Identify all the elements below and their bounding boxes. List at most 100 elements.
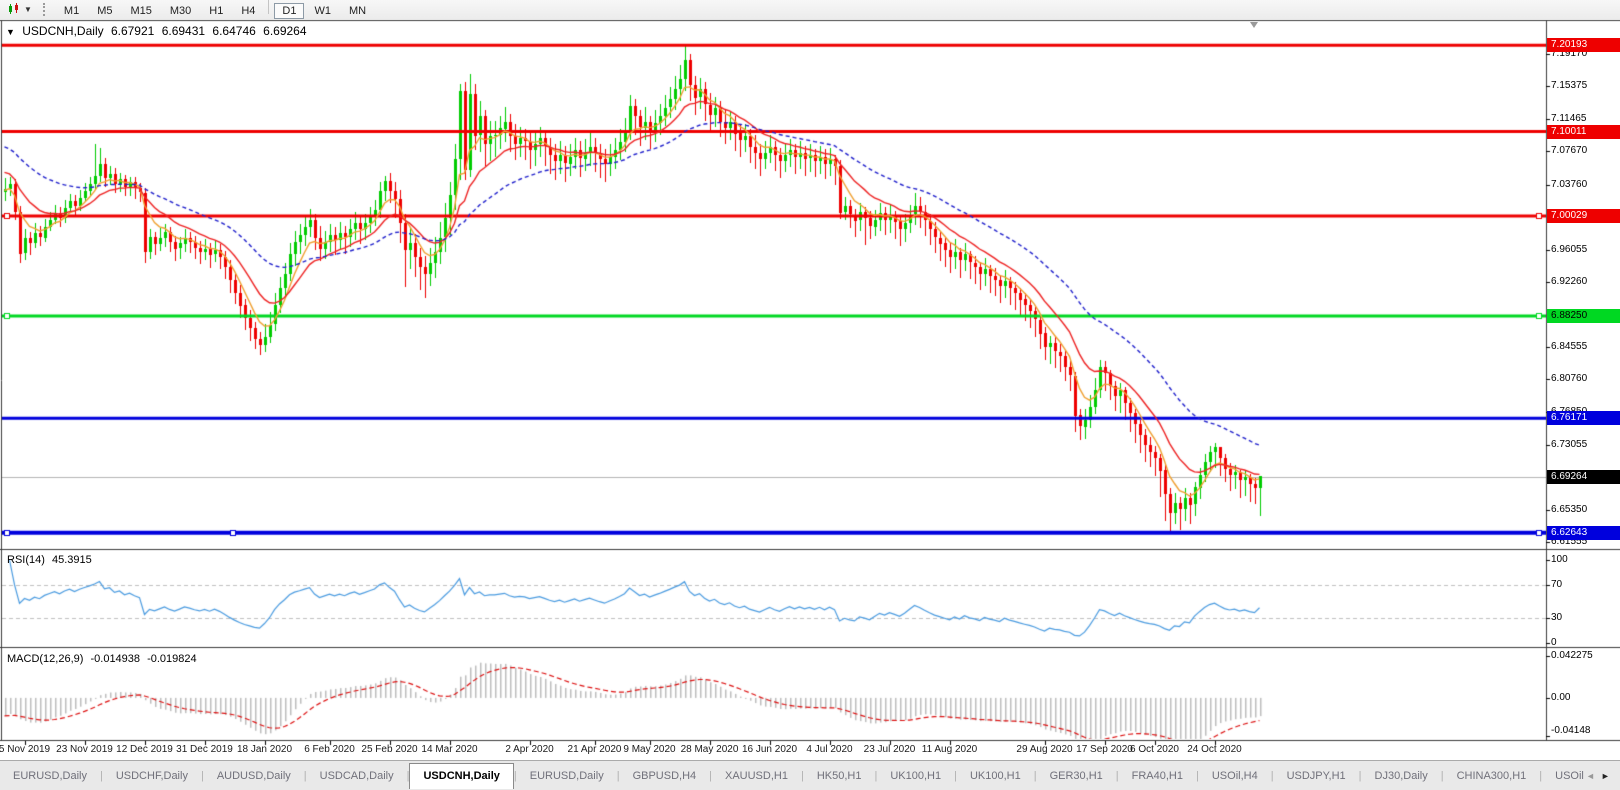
macd-main-value: -0.014938 [90, 653, 141, 665]
level-price-badge: 7.10011 [1547, 124, 1620, 139]
macd-tick-label: -0.04148 [1551, 725, 1591, 736]
chart-tab-eurusd-daily[interactable]: EURUSD,Daily [13, 770, 87, 782]
price-tick-label: 7.07670 [1551, 145, 1588, 157]
chart-shift-marker[interactable] [1250, 22, 1258, 28]
date-tick-label: 4 Jul 2020 [806, 744, 853, 755]
chart-tab-china300-h1[interactable]: CHINA300,H1 [1456, 770, 1527, 782]
timeframe-button-d1[interactable]: D1 [274, 3, 305, 19]
rsi-tick-label: 0 [1551, 637, 1557, 648]
chart-tab-usdcnh-daily[interactable]: USDCNH,Daily [409, 763, 514, 789]
charts-toolbar-icon[interactable]: ▼ [4, 2, 35, 18]
timeframe-button-m5[interactable]: M5 [97, 5, 113, 17]
chart-tab-usdjpy-h1[interactable]: USDJPY,H1 [1286, 770, 1346, 782]
chart-window: ▼ USDCNH,Daily 6.67921 6.69431 6.64746 6… [0, 19, 1620, 760]
tab-separator: | [954, 770, 957, 782]
timeframe-button-m30[interactable]: M30 [169, 5, 192, 17]
date-tick-label: 9 May 2020 [623, 744, 676, 755]
price-tick-label: 6.73055 [1551, 438, 1588, 450]
high-value: 6.69431 [161, 24, 206, 38]
candlestick-chart-icon [9, 3, 18, 14]
date-tick-label: 21 Apr 2020 [567, 744, 622, 755]
macd-indicator-label: MACD(12,26,9) -0.014938 -0.019824 [7, 653, 201, 665]
chart-tabs: EURUSD,Daily | USDCHF,Daily | AUDUSD,Daily | U… [0, 761, 1584, 790]
tab-separator: | [406, 770, 410, 782]
tab-separator: | [1270, 770, 1274, 782]
price-tick-label: 6.61555 [1551, 535, 1588, 547]
macd-name: MACD(12,26,9) [7, 653, 84, 665]
chart-tab-usdcad-daily[interactable]: USDCAD,Daily [319, 770, 394, 782]
tab-separator: | [1196, 770, 1199, 782]
tab-separator: | [1539, 770, 1543, 782]
rsi-tick-label: 100 [1551, 554, 1568, 565]
chart-tab-usoil-h4[interactable]: USOil,H4 [1211, 770, 1258, 782]
date-tick-label: 23 Jul 2020 [863, 744, 916, 755]
tab-separator: | [1440, 770, 1444, 782]
chart-tab-xauusd-h1[interactable]: XAUUSD,H1 [725, 770, 788, 782]
collapse-ohlc-icon[interactable]: ▼ [6, 27, 15, 37]
chart-tab-audusd-daily[interactable]: AUDUSD,Daily [216, 770, 291, 782]
close-value: 6.69264 [263, 24, 307, 38]
date-tick-label: 6 Feb 2020 [304, 744, 355, 755]
tab-separator: | [616, 770, 620, 782]
tabs-scroll-right-icon[interactable]: ► [1600, 771, 1610, 781]
tab-separator: | [800, 770, 804, 782]
chart-tab-fra40-h1[interactable]: FRA40,H1 [1131, 770, 1183, 782]
timeframe-button-mn[interactable]: MN [348, 5, 367, 17]
price-tick-label: 7.03760 [1551, 178, 1588, 190]
price-tick-label: 6.84555 [1551, 341, 1588, 353]
tab-separator: | [200, 770, 204, 782]
chart-tab-gbpusd-h4[interactable]: GBPUSD,H4 [632, 770, 697, 782]
chart-tab-ger30-h1[interactable]: GER30,H1 [1049, 770, 1103, 782]
chart-tab-hk50-h1[interactable]: HK50,H1 [816, 770, 862, 782]
chevron-down-icon: ▼ [24, 5, 32, 14]
date-tick-label: 16 Jun 2020 [741, 744, 798, 755]
timeframe-button-w1[interactable]: W1 [314, 5, 331, 17]
chart-title: ▼ USDCNH,Daily 6.67921 6.69431 6.64746 6… [6, 24, 311, 38]
toolbar-drag-handle[interactable] [42, 3, 49, 16]
tab-separator: | [1358, 770, 1362, 782]
timeframe-button-m1[interactable]: M1 [63, 5, 80, 17]
rsi-name: RSI(14) [7, 554, 45, 566]
chart-tabs-bar: EURUSD,Daily | USDCHF,Daily | AUDUSD,Daily | U… [0, 760, 1620, 790]
tab-separator: | [513, 770, 517, 782]
date-tick-label: 5 Nov 2019 [0, 744, 51, 755]
low-value: 6.64746 [212, 24, 256, 38]
chart-tab-uk100-h1[interactable]: UK100,H1 [969, 770, 1021, 782]
level-price-badge: 6.88250 [1547, 308, 1620, 323]
date-tick-label: 14 Mar 2020 [421, 744, 478, 755]
rsi-tick-label: 30 [1551, 612, 1563, 624]
timeframe-buttons: M1 M5 M15 M30 H1 H4 D1 W1 MN [55, 0, 375, 19]
price-tick-label: 6.96055 [1551, 243, 1588, 255]
date-tick-label: 12 Dec 2019 [116, 744, 173, 755]
tabs-scroll-left-icon[interactable]: ◄ [1586, 771, 1595, 781]
chart-tab-usoil-h1[interactable]: USOil,H1 [1555, 770, 1584, 782]
price-tick-label: 7.19170 [1551, 48, 1588, 59]
date-tick-label: 23 Nov 2019 [56, 744, 113, 755]
tab-separator: | [1033, 770, 1037, 782]
chart-tab-dj30-daily[interactable]: DJ30,Daily [1374, 770, 1428, 782]
macd-signal-value: -0.019824 [147, 653, 197, 665]
chart-tab-eurusd-daily[interactable]: EURUSD,Daily [529, 770, 604, 782]
macd-tick-label: 0.00 [1551, 691, 1571, 703]
chart-tab-usdchf-daily[interactable]: USDCHF,Daily [115, 770, 188, 782]
timeframe-button-h1[interactable]: H1 [209, 5, 224, 17]
price-tick-label: 7.11465 [1551, 113, 1587, 125]
tabs-scroll-buttons: ◄ ► [1586, 771, 1610, 781]
date-tick-label: 18 Jan 2020 [236, 744, 293, 755]
tab-separator: | [303, 770, 307, 782]
toolbar-separator [268, 0, 270, 14]
level-price-badge: 7.20193 [1547, 38, 1620, 53]
rsi-tick-label: 70 [1551, 578, 1563, 590]
rsi-indicator-label: RSI(14) 45.3915 [7, 554, 96, 566]
timeframe-toolbar: ▼ M1 M5 M15 M30 H1 H4 D1 W1 MN [0, 0, 1620, 20]
tab-separator: | [99, 770, 103, 782]
level-price-badge: 6.76171 [1547, 411, 1620, 426]
chart-tab-uk100-h1[interactable]: UK100,H1 [890, 770, 942, 782]
date-tick-label: 17 Sep 2020 [1076, 744, 1133, 755]
timeframe-button-h4[interactable]: H4 [241, 5, 256, 17]
price-tick-label: 6.65350 [1551, 503, 1588, 515]
price-chart-canvas[interactable] [0, 19, 1620, 760]
timeframe-button-m15[interactable]: M15 [130, 5, 152, 17]
open-value: 6.67921 [110, 24, 155, 38]
